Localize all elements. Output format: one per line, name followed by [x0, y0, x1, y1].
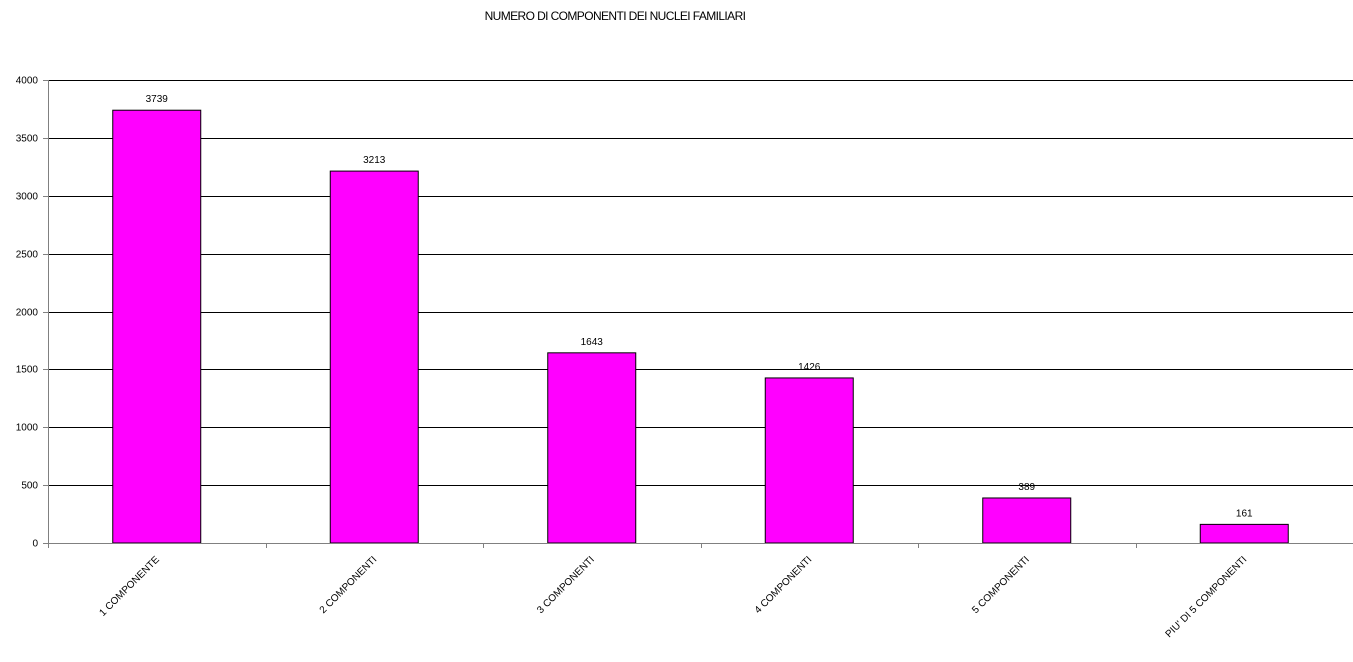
x-category-label: 1 COMPONENTE — [98, 554, 163, 619]
axes — [43, 80, 1353, 548]
bars — [112, 109, 1289, 544]
bar — [329, 170, 419, 544]
y-tick-label: 3500 — [16, 134, 39, 145]
x-category-label: PIU' DI 5 COMPONENTI — [1164, 554, 1250, 640]
chart-title: NUMERO DI COMPONENTI DEI NUCLEI FAMILIAR… — [484, 9, 746, 23]
bar — [547, 352, 637, 544]
y-tick-label: 2000 — [16, 308, 39, 319]
y-tick-label: 0 — [32, 539, 38, 550]
bar-data-label: 1643 — [581, 337, 604, 348]
y-tick-label: 4000 — [16, 76, 39, 87]
bar-data-label: 1426 — [798, 362, 821, 373]
bar-data-label: 389 — [1018, 482, 1035, 493]
bar — [982, 497, 1072, 544]
y-tick-label: 500 — [21, 481, 38, 492]
gridlines — [48, 80, 1353, 486]
y-tick-label: 1000 — [16, 423, 39, 434]
x-category-label: 2 COMPONENTI — [318, 554, 380, 616]
bar-data-label: 3213 — [363, 155, 386, 166]
bar — [112, 109, 202, 544]
y-tick-label: 3000 — [16, 192, 39, 203]
bar-data-label: 3739 — [146, 94, 169, 105]
x-category-label: 3 COMPONENTI — [535, 554, 597, 616]
bar — [1199, 523, 1289, 544]
bar — [764, 377, 854, 544]
y-tick-label: 2500 — [16, 250, 39, 261]
y-tick-label: 1500 — [16, 365, 39, 376]
x-category-label: 4 COMPONENTI — [753, 554, 815, 616]
x-category-label: 5 COMPONENTI — [970, 554, 1032, 616]
bar-data-label: 161 — [1236, 508, 1253, 519]
